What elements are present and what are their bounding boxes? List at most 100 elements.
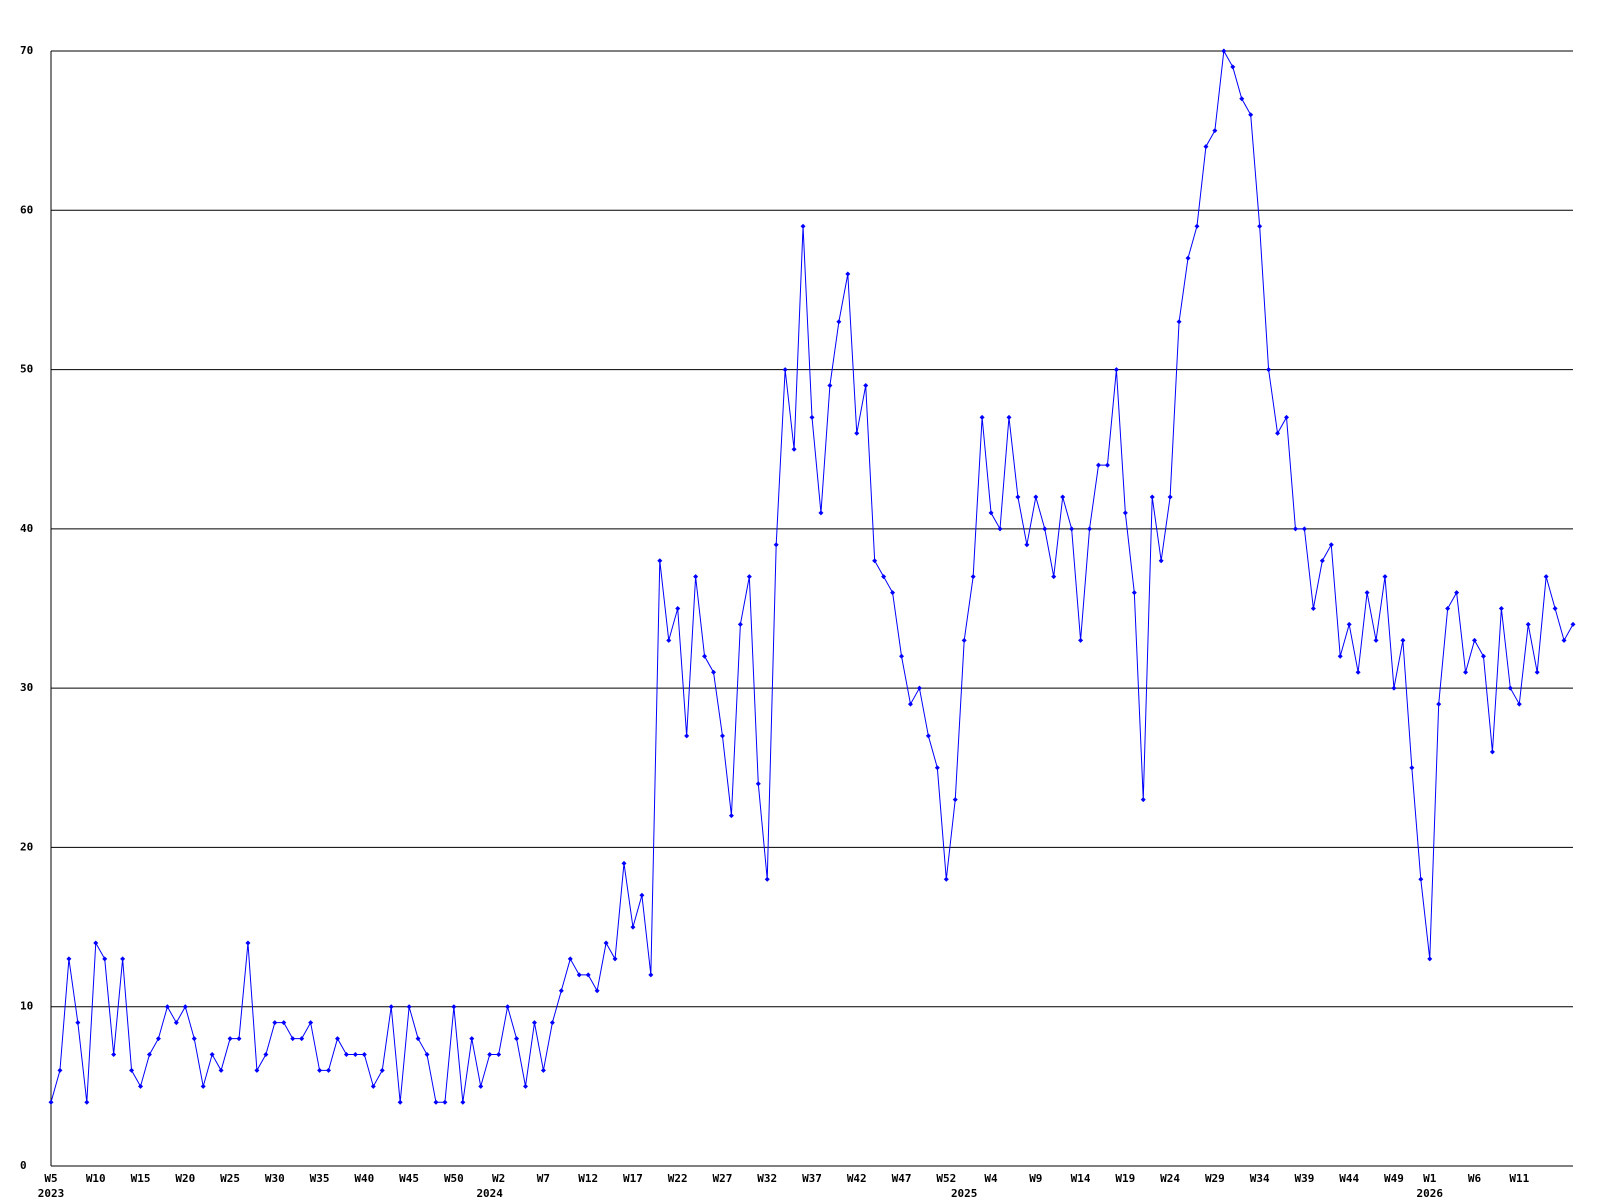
x-tick-label: W47 bbox=[892, 1172, 912, 1185]
data-point bbox=[925, 733, 931, 739]
data-point bbox=[281, 1020, 287, 1026]
x-tick-label: W42 bbox=[847, 1172, 867, 1185]
data-point bbox=[1284, 414, 1290, 420]
x-tick-label: W2 bbox=[492, 1172, 505, 1185]
x-tick-label: W5 bbox=[44, 1172, 57, 1185]
data-point bbox=[549, 1020, 555, 1026]
data-point bbox=[1024, 542, 1030, 548]
data-point bbox=[93, 940, 99, 946]
data-point bbox=[1131, 590, 1137, 596]
data-point bbox=[308, 1020, 314, 1026]
data-point bbox=[1507, 685, 1513, 691]
data-point bbox=[1006, 414, 1012, 420]
data-point bbox=[1203, 144, 1209, 150]
data-point bbox=[1534, 669, 1540, 675]
data-point bbox=[746, 574, 752, 580]
data-point bbox=[827, 383, 833, 388]
data-point bbox=[737, 621, 743, 627]
data-point bbox=[505, 1004, 511, 1010]
data-point bbox=[1301, 526, 1307, 532]
y-tick-label: 60 bbox=[20, 203, 33, 216]
x-tick-label: W40 bbox=[354, 1172, 374, 1185]
data-point bbox=[836, 319, 842, 325]
data-point bbox=[523, 1083, 529, 1089]
data-point bbox=[245, 940, 251, 946]
data-point bbox=[755, 781, 761, 787]
x-tick-label: W10 bbox=[86, 1172, 106, 1185]
x-tick-label: W11 bbox=[1509, 1172, 1529, 1185]
data-point bbox=[173, 1020, 179, 1026]
x-tick-label: W4 bbox=[984, 1172, 998, 1185]
data-point bbox=[961, 637, 967, 643]
data-point bbox=[630, 924, 636, 930]
x-tick-label: W35 bbox=[310, 1172, 330, 1185]
x-tick-label: W12 bbox=[578, 1172, 598, 1185]
data-point bbox=[639, 892, 645, 898]
data-point bbox=[1140, 797, 1146, 803]
data-point bbox=[514, 1036, 520, 1042]
data-point bbox=[433, 1099, 439, 1105]
data-point bbox=[1158, 558, 1164, 564]
data-point bbox=[1266, 367, 1272, 373]
data-point bbox=[1167, 494, 1173, 500]
data-point bbox=[567, 956, 573, 962]
data-point bbox=[1248, 112, 1254, 118]
data-point bbox=[988, 510, 994, 516]
x-tick-label: W45 bbox=[399, 1172, 419, 1185]
x-tick-label: W37 bbox=[802, 1172, 822, 1185]
x-tick-label: W30 bbox=[265, 1172, 285, 1185]
x-tick-label: W32 bbox=[757, 1172, 777, 1185]
data-point bbox=[317, 1067, 323, 1073]
x-tick-label: W1 bbox=[1423, 1172, 1437, 1185]
data-point bbox=[845, 271, 851, 277]
x-tick-label: W7 bbox=[537, 1172, 550, 1185]
data-point bbox=[1516, 701, 1522, 707]
data-point bbox=[370, 1083, 376, 1089]
data-point bbox=[1230, 64, 1236, 70]
data-point bbox=[1069, 526, 1075, 532]
data-point bbox=[854, 430, 860, 436]
x-tick-label: W44 bbox=[1339, 1172, 1359, 1185]
y-tick-label: 10 bbox=[20, 1000, 33, 1013]
data-point bbox=[1382, 574, 1388, 580]
data-point bbox=[675, 606, 681, 611]
data-point bbox=[916, 685, 922, 691]
data-point bbox=[979, 414, 985, 420]
data-point bbox=[970, 574, 976, 580]
data-point bbox=[773, 542, 779, 548]
y-tick-label: 50 bbox=[20, 363, 33, 376]
x-tick-label: W22 bbox=[668, 1172, 688, 1185]
data-point bbox=[1480, 653, 1486, 659]
data-point bbox=[907, 701, 913, 707]
data-point bbox=[728, 813, 734, 819]
data-point bbox=[702, 653, 708, 659]
data-point bbox=[1015, 494, 1021, 500]
data-point bbox=[764, 876, 770, 882]
data-point bbox=[594, 988, 600, 994]
data-point bbox=[1194, 223, 1200, 229]
x-year-label: 2026 bbox=[1417, 1187, 1444, 1200]
data-point bbox=[612, 956, 618, 962]
data-point bbox=[397, 1099, 403, 1105]
x-tick-label: W52 bbox=[936, 1172, 956, 1185]
data-point bbox=[603, 940, 609, 946]
data-point bbox=[997, 526, 1003, 532]
y-tick-label: 40 bbox=[20, 522, 33, 535]
data-point bbox=[1104, 462, 1110, 468]
data-point bbox=[1463, 669, 1469, 675]
data-point bbox=[1418, 876, 1424, 882]
data-point bbox=[290, 1036, 296, 1042]
data-point bbox=[48, 1099, 54, 1105]
data-point bbox=[684, 733, 690, 739]
data-line bbox=[50, 49, 1574, 1103]
data-point bbox=[1355, 669, 1361, 675]
data-point bbox=[182, 1004, 188, 1010]
data-point bbox=[1400, 637, 1406, 643]
data-point bbox=[1212, 128, 1218, 134]
data-point bbox=[576, 972, 582, 978]
data-point bbox=[478, 1083, 484, 1089]
data-point bbox=[899, 653, 905, 659]
data-point bbox=[1051, 574, 1057, 580]
x-tick-label: W17 bbox=[623, 1172, 643, 1185]
